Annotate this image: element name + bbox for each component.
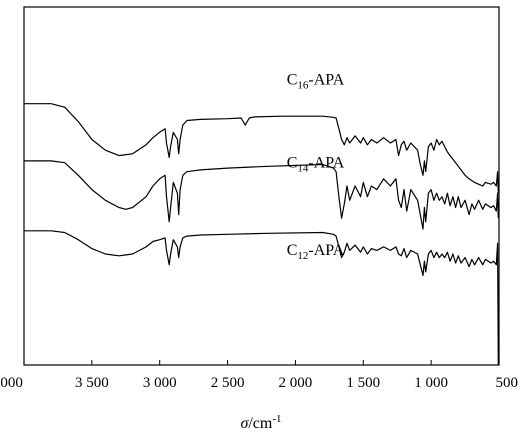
x-tick-label: 4 000 — [0, 375, 23, 391]
series-label-layer: C16-APA C14-APA C12-APA — [287, 72, 345, 262]
x-axis-exponent: -1 — [272, 413, 281, 425]
x-tick-label: 500 — [496, 375, 519, 391]
series-line-c14-apa — [24, 160, 499, 230]
x-tick-label: 2 000 — [279, 375, 313, 391]
series-line-c12-apa — [24, 230, 499, 366]
plot-frame — [23, 6, 500, 366]
x-tick-label: 1 000 — [414, 375, 448, 391]
series-label-c16-apa: C16-APA — [287, 72, 345, 92]
x-axis-title: σ/cm-1 — [240, 413, 281, 432]
x-axis-symbol: σ — [240, 415, 249, 432]
x-tick-label: 1 500 — [346, 375, 380, 391]
x-tick-label: 3 000 — [143, 375, 177, 391]
x-tick-label: 2 500 — [211, 375, 245, 391]
series-layer — [24, 103, 499, 366]
x-axis-unit: /cm — [248, 415, 273, 432]
x-tick-label: 3 500 — [75, 375, 109, 391]
x-axis-ticks: 4 000 3 500 3 000 2 500 2 000 1 500 1 000 500 — [0, 360, 518, 391]
series-label-c12-apa: C12-APA — [287, 242, 345, 262]
series-line-c16-apa — [24, 103, 499, 194]
series-label-c14-apa: C14-APA — [287, 154, 345, 174]
